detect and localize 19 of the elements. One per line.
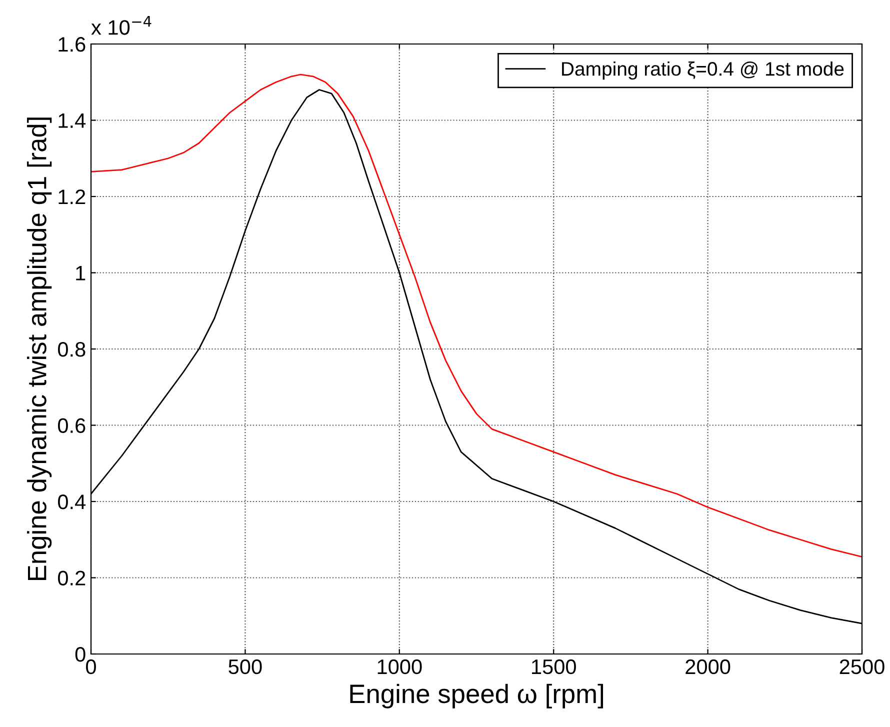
x-tick-label: 2000 bbox=[686, 659, 730, 674]
legend-label: Damping ratio ξ=0.4 @ 1st mode bbox=[562, 62, 844, 80]
y-tick-label: 1.6 bbox=[58, 37, 86, 52]
y-tick-label: 0.2 bbox=[58, 570, 86, 586]
y-tick-label: 0 bbox=[75, 647, 86, 662]
y-tick-label: 1.4 bbox=[58, 113, 86, 128]
x-tick-label: 2500 bbox=[840, 659, 884, 674]
y-tick-label: 1.2 bbox=[58, 190, 86, 204]
y-tick-label: 0.8 bbox=[58, 342, 86, 357]
y-tick-label: 0.4 bbox=[58, 494, 86, 510]
text: x 10$^{−4}$ bbox=[91, 16, 152, 35]
x-tick-label: 500 bbox=[228, 659, 262, 674]
y-tick-label: 1 bbox=[76, 266, 86, 280]
y-axis-title: Engine dynamic twist amplitude q1 [rad] bbox=[27, 118, 52, 580]
x-axis-title: Engine speed ω [rpm] bbox=[350, 684, 604, 708]
x-tick-label: 0 bbox=[86, 659, 96, 674]
y-tick-label: 0.6 bbox=[58, 418, 86, 434]
x-tick-label: 1500 bbox=[532, 659, 576, 674]
x-tick-label: 1000 bbox=[378, 659, 422, 674]
